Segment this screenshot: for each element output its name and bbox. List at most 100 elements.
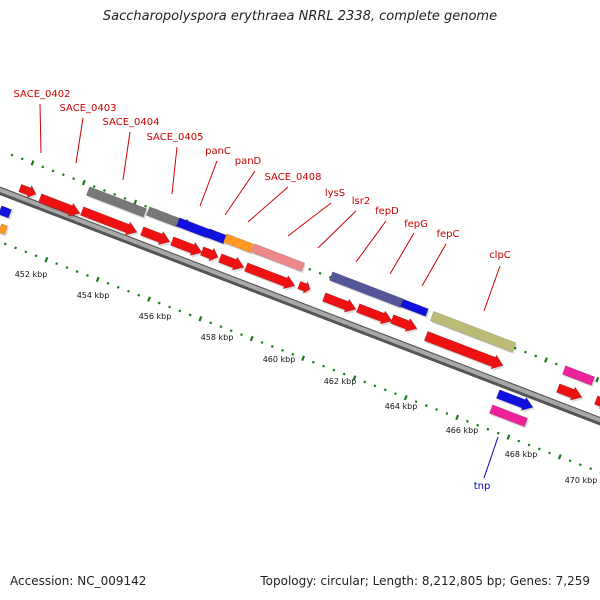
tick-mark (517, 439, 521, 443)
callout-line (355, 220, 387, 263)
gene-panc[interactable] (175, 217, 212, 240)
gene-right-cds[interactable] (555, 383, 584, 403)
tick-mark (75, 270, 79, 273)
gene-right-magenta[interactable] (561, 365, 597, 388)
scale-label: 456 kbp (139, 312, 172, 321)
genome-backbone (0, 186, 600, 426)
tick-mark (24, 250, 28, 254)
tick-mark (72, 177, 76, 181)
callout-line (421, 243, 447, 287)
gene-pand[interactable] (205, 228, 229, 246)
tick-mark (363, 380, 367, 384)
tick-mark (281, 348, 284, 352)
gene-fepd-cds[interactable] (321, 292, 358, 315)
gene-sace-0404-cds[interactable] (79, 206, 139, 238)
gene-sace-0404[interactable] (85, 186, 149, 220)
gene-fepd[interactable] (328, 271, 406, 310)
scale-label: 458 kbp (201, 333, 234, 342)
tick-mark (291, 352, 295, 356)
callout-line (224, 170, 256, 216)
feature-label: SACE_0405 (147, 132, 204, 143)
tick-mark (55, 262, 59, 266)
tick-mark (311, 360, 315, 364)
tick-mark (106, 281, 110, 285)
tick-mark (332, 368, 336, 372)
gene-clpc[interactable] (429, 310, 518, 355)
tick-mark (144, 204, 147, 208)
tick-mark (554, 362, 558, 366)
gene-sace-0405-cds[interactable] (139, 226, 172, 247)
tick-mark (534, 354, 538, 358)
gene-sace-0403[interactable] (37, 193, 82, 219)
gene-fepc[interactable] (400, 298, 430, 319)
tick-mark (270, 345, 274, 348)
gene-left-blue[interactable] (0, 205, 14, 221)
tick-mark (352, 375, 357, 381)
tick-mark (445, 412, 449, 415)
feature-label: SACE_0408 (265, 172, 322, 183)
scale-label: 460 kbp (263, 355, 296, 364)
map-title: Saccharopolyspora erythraea NRRL 2338, c… (102, 9, 498, 24)
tick-mark (137, 293, 141, 297)
gene-tnp[interactable] (495, 389, 535, 413)
tick-mark (373, 384, 377, 388)
gene-sace-0408-cds[interactable] (217, 253, 246, 273)
tick-mark (578, 463, 582, 467)
tick-mark (249, 335, 254, 342)
inner-tick-track (3, 242, 600, 474)
gene-sace-0408[interactable] (222, 233, 256, 255)
tick-mark (424, 404, 428, 407)
gene-sace-0405[interactable] (145, 206, 182, 229)
tick-mark (34, 254, 38, 258)
gene-clpc-cds[interactable] (423, 330, 505, 371)
gene-tnp-box[interactable] (488, 404, 530, 429)
gene-lyss-cds[interactable] (243, 262, 297, 291)
tick-mark (513, 346, 517, 350)
tick-mark (465, 419, 469, 423)
callout-line (483, 265, 501, 312)
tick-mark (568, 459, 572, 463)
tick-mark (301, 355, 306, 361)
tick-mark (51, 169, 55, 173)
gene-fepc-cds[interactable] (389, 314, 419, 334)
tick-mark (455, 414, 460, 421)
gene-sace-0402[interactable] (18, 183, 38, 200)
tick-mark (198, 316, 203, 322)
gene-lsr2[interactable] (297, 280, 312, 296)
scale-label: 468 kbp (505, 450, 538, 459)
tick-mark (527, 443, 531, 447)
tick-mark (127, 289, 130, 293)
scale-label: 462 kbp (324, 377, 357, 386)
gene-lyss[interactable] (250, 243, 307, 274)
tick-mark (113, 192, 117, 196)
feature-label: tnp (474, 481, 491, 492)
tick-mark (328, 275, 332, 279)
accession-label: Accession: NC_009142 (10, 574, 147, 588)
tick-mark (308, 267, 312, 271)
tick-mark (95, 276, 100, 283)
callout-line (287, 202, 332, 237)
feature-label: SACE_0402 (14, 89, 71, 100)
feature-label: SACE_0403 (60, 103, 117, 114)
tick-mark (178, 309, 182, 313)
scale-labels: 452 kbp 454 kbp 456 kbp 458 kbp 460 kbp 462 k… (15, 270, 598, 485)
gene-left-orange[interactable] (0, 223, 10, 237)
gene-fepg-cds[interactable] (355, 303, 394, 327)
gene-right-edge[interactable] (593, 395, 600, 411)
gene-pand-cds[interactable] (199, 246, 220, 264)
tick-mark (44, 256, 49, 263)
scale-label: 464 kbp (385, 402, 418, 411)
callout-line (247, 186, 289, 223)
tick-mark (10, 153, 14, 157)
tick-mark (103, 189, 106, 192)
callout-line (389, 232, 415, 275)
tick-mark (209, 321, 213, 325)
scale-label: 466 kbp (446, 426, 479, 435)
tick-mark (486, 427, 490, 431)
tick-mark (318, 271, 322, 275)
tick-mark (133, 199, 138, 206)
gene-panc-cds[interactable] (169, 236, 204, 258)
tick-mark (506, 434, 511, 440)
